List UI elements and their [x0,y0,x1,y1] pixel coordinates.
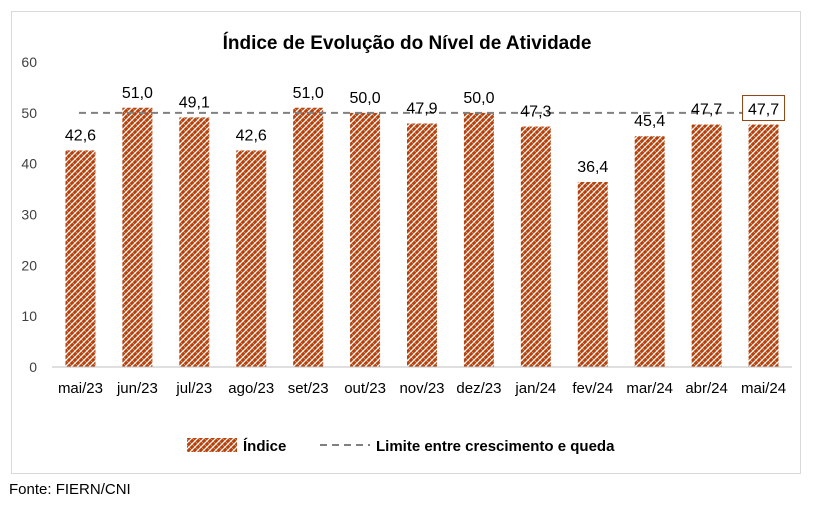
x-tick-label: set/23 [288,380,329,397]
x-tick-label: out/23 [344,380,386,397]
data-label: 45,4 [634,113,665,130]
bar [748,124,779,368]
bar [122,107,153,367]
y-tick-label: 10 [21,308,37,324]
bar [691,124,722,368]
data-label: 47,9 [406,101,437,118]
data-label: 47,7 [691,102,722,119]
data-label: 51,0 [122,85,153,102]
x-tick-label: mar/24 [626,380,673,397]
x-tick-label: mai/24 [741,380,786,397]
chart-frame: Índice de Evolução do Nível de Atividade… [11,11,801,474]
data-label: 50,0 [463,90,494,107]
data-label: 42,6 [65,127,96,144]
bar [463,112,494,367]
x-tick-label: jan/24 [514,380,556,397]
bar [634,136,665,367]
legend-swatch-bar [187,438,237,452]
data-label: 49,1 [179,94,210,111]
x-tick-label: mai/23 [58,380,103,397]
bar [65,150,96,367]
legend-label-line: Limite entre crescimento e queda [376,438,615,455]
bar [520,126,551,367]
data-label: 47,3 [520,104,551,121]
y-tick-label: 20 [21,257,37,273]
bar [236,150,267,367]
data-label: 36,4 [577,159,608,176]
x-tick-label: nov/23 [399,380,444,397]
source-note: Fonte: FIERN/CNI [9,481,131,498]
y-tick-label: 50 [21,105,37,121]
y-tick-label: 30 [21,207,37,223]
bar [407,123,437,367]
y-tick-label: 40 [21,156,37,172]
bar [577,181,608,367]
x-tick-label: abr/24 [685,380,728,397]
bar [179,117,210,368]
x-axis: mai/23 jun/23 jul/23 ago/23 set/23 out/23 nov/… [52,366,792,397]
data-labels-group: 42,6 51,0 49,1 42,6 51,0 50,0 47,9 50,0 47,3 36,4… [65,85,786,176]
y-tick-label: 0 [29,359,37,375]
data-label: 47,7 [748,102,779,119]
data-label: 50,0 [350,90,381,107]
x-tick-label: fev/24 [572,380,613,397]
x-tick-label: dez/23 [456,380,501,397]
bars-group [65,107,779,368]
legend: Índice Limite entre crescimento e queda [187,438,615,455]
highlight-box [742,95,786,122]
chart-svg: Índice de Evolução do Nível de Atividade… [21,32,792,455]
data-label: 42,6 [236,127,267,144]
bar [293,107,324,367]
data-label: 51,0 [293,85,324,102]
chart-title: Índice de Evolução do Nível de Atividade [223,32,592,54]
legend-label-bar: Índice [243,438,286,455]
y-tick-label: 60 [21,54,37,70]
x-tick-label: jun/23 [116,380,158,397]
x-tick-label: ago/23 [228,380,274,397]
bar [350,112,381,367]
x-tick-label: jul/23 [175,380,212,397]
y-axis: 0 10 20 30 40 50 60 [21,54,37,375]
